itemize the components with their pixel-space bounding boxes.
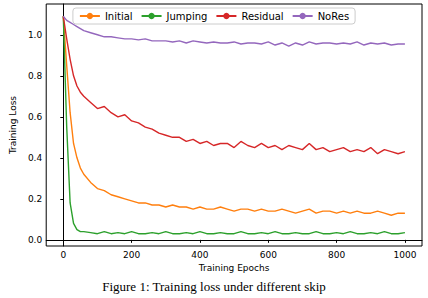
svg-text:600: 600 [260,250,277,260]
svg-text:0.2: 0.2 [28,194,42,204]
svg-text:0.0: 0.0 [28,235,43,245]
svg-text:Training Epochs: Training Epochs [198,263,270,273]
svg-text:0.4: 0.4 [28,153,43,163]
svg-text:Residual: Residual [241,11,283,22]
svg-text:NoRes: NoRes [318,11,349,22]
svg-text:0.8: 0.8 [28,71,43,81]
svg-text:Figure 1: Training loss under: Figure 1: Training loss under different … [102,279,326,294]
svg-text:Initial: Initial [105,11,133,22]
svg-text:Training Loss: Training Loss [8,96,18,155]
svg-text:0: 0 [60,250,66,260]
svg-text:Jumping: Jumping [166,11,208,22]
svg-text:0.6: 0.6 [28,112,43,122]
svg-text:400: 400 [191,250,208,260]
svg-text:1.0: 1.0 [28,30,43,40]
svg-text:800: 800 [328,250,345,260]
svg-text:200: 200 [123,250,140,260]
svg-text:1000: 1000 [393,250,416,260]
